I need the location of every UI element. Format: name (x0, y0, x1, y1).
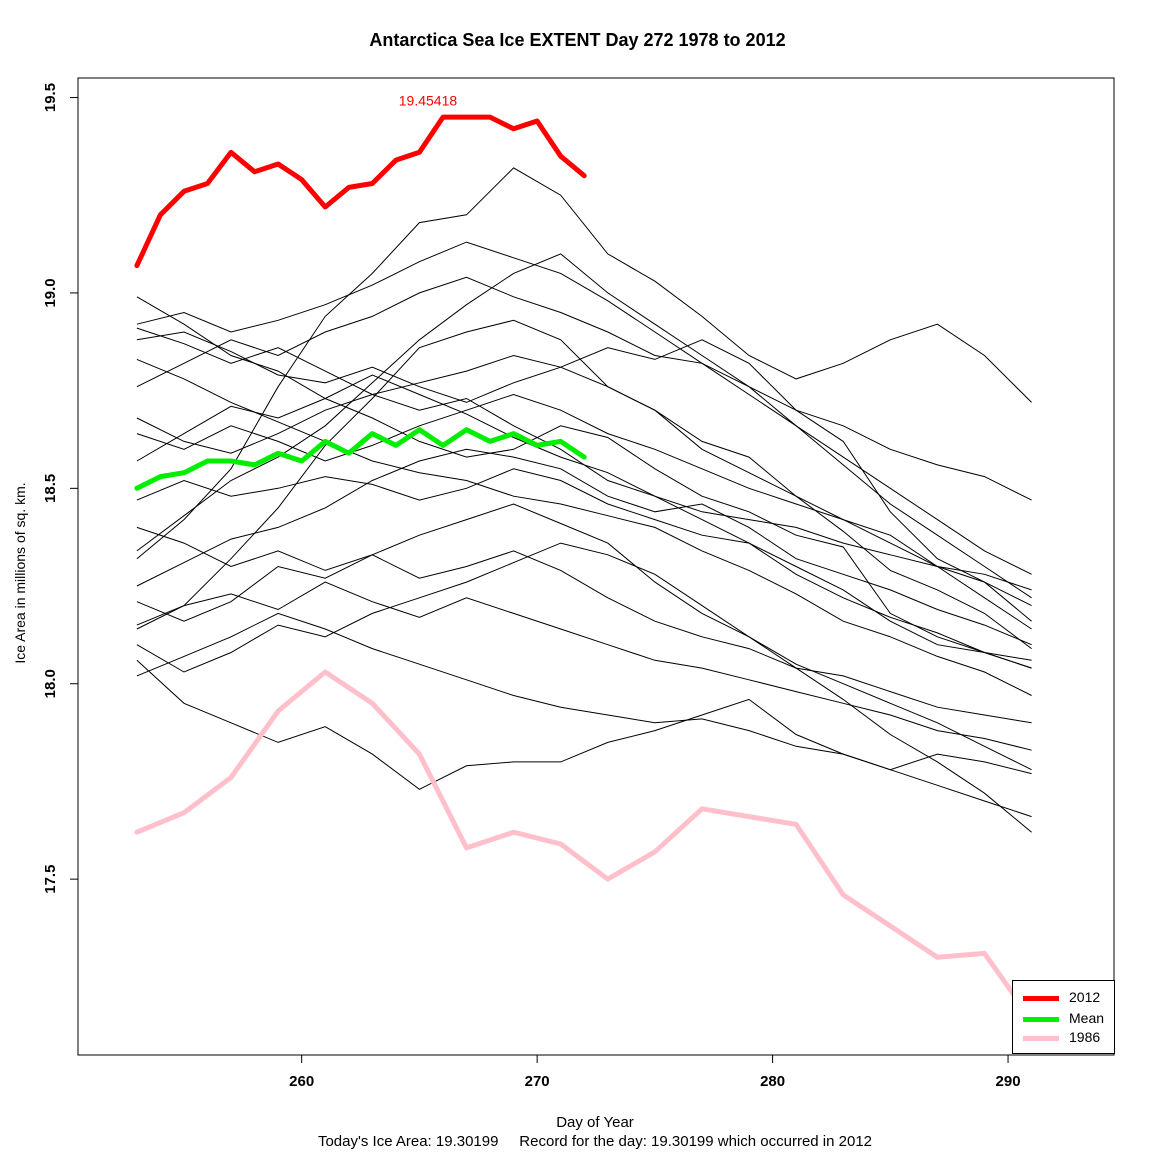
max-value-annotation: 19.45418 (399, 92, 458, 108)
x-tick-label-260: 260 (289, 1073, 314, 1090)
background-year-line-12 (136, 503, 1032, 833)
legend-swatch-1986 (1023, 1036, 1059, 1041)
plot-frame (77, 77, 1115, 1056)
x-axis: 260 270 280 290 (289, 1055, 1021, 1090)
background-year-line-13 (136, 276, 1032, 501)
background-year-line-7 (136, 468, 1032, 661)
x-tick-label-270: 270 (525, 1073, 550, 1090)
background-year-lines (136, 167, 1032, 833)
legend-item-1986: 1986 (1013, 1028, 1114, 1048)
x-tick-label-290: 290 (996, 1073, 1021, 1090)
background-year-line-9 (136, 358, 1032, 696)
legend-label-1986: 1986 (1069, 1029, 1101, 1045)
background-year-line-10 (136, 542, 1032, 771)
y-tick-label-19.0: 19.0 (42, 278, 59, 307)
legend-item-mean: Mean (1013, 1009, 1114, 1029)
x-tick-label-280: 280 (760, 1073, 785, 1090)
series-line-1986 (134, 669, 1035, 1023)
y-axis-label: Ice Area in millions of sq. km. (12, 482, 28, 664)
legend-swatch-2012 (1023, 996, 1059, 1001)
background-year-line-4 (136, 331, 1032, 622)
background-year-line-6 (136, 319, 1032, 650)
background-year-line-20 (136, 241, 1032, 599)
background-year-line-15 (136, 327, 1032, 591)
legend-swatch-mean (1023, 1017, 1059, 1022)
chart-title: Antarctica Sea Ice EXTENT Day 272 1978 t… (369, 30, 786, 50)
y-tick-label-18.5: 18.5 (42, 474, 59, 503)
y-axis: 17.5 18.0 18.5 19.0 19.5 (42, 83, 78, 894)
background-year-line-5 (136, 354, 1032, 630)
footer-summary: Today's Ice Area: 19.30199 Record for th… (317, 1133, 873, 1150)
background-year-line-8 (136, 448, 1032, 646)
background-year-line-19 (136, 581, 1032, 751)
legend-label-2012: 2012 (1069, 989, 1101, 1005)
background-year-line-18 (136, 253, 1032, 575)
y-tick-label-17.5: 17.5 (42, 865, 59, 894)
y-tick-label-18.0: 18.0 (42, 669, 59, 698)
background-year-line-14 (136, 526, 1032, 724)
series-line-mean (134, 427, 587, 491)
background-year-line-17 (136, 393, 1032, 607)
legend-item-2012: 2012 (1013, 988, 1114, 1008)
x-axis-label: Day of Year (556, 1114, 634, 1131)
highlight-series-lines (134, 114, 1035, 1023)
y-tick-label-19.5: 19.5 (42, 83, 59, 112)
series-line-2012 (134, 114, 587, 269)
legend: 2012 Mean 1986 (1012, 980, 1115, 1054)
background-year-line-3 (136, 167, 1032, 560)
background-year-line-16 (136, 612, 1032, 818)
legend-label-mean: Mean (1069, 1010, 1105, 1026)
